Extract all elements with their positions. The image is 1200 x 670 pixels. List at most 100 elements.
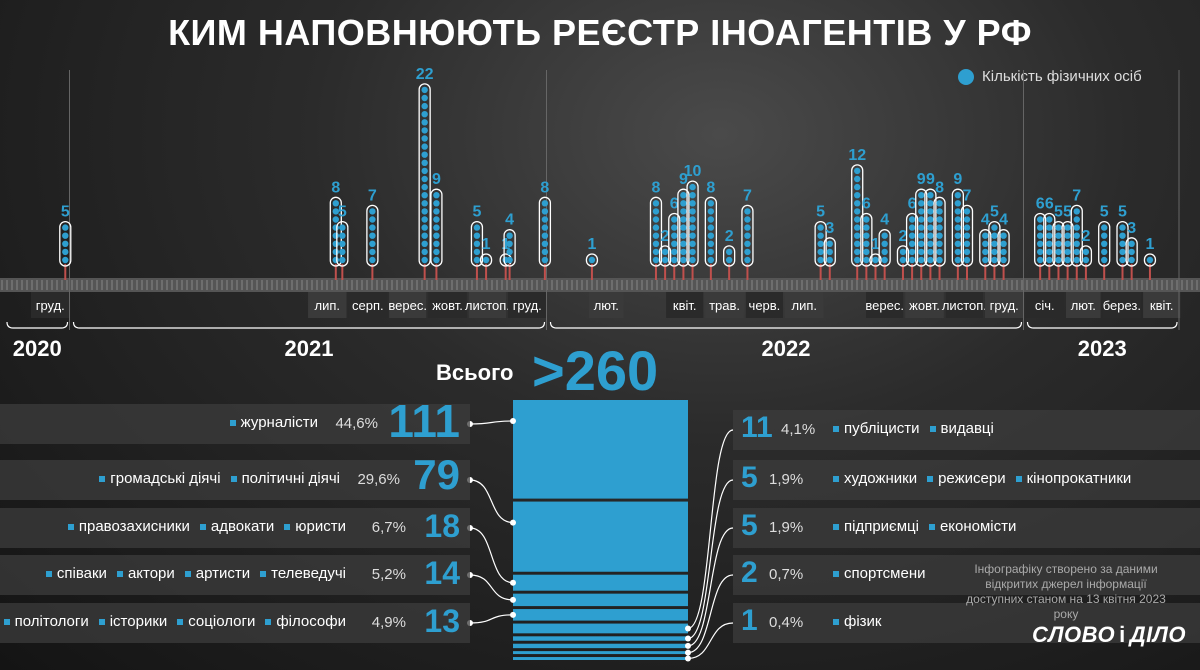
breakdown-row: 11 4,1% публіцисти видавці <box>733 410 1200 450</box>
data-dot <box>963 240 971 247</box>
data-dot <box>927 216 934 223</box>
data-label: 4 <box>505 212 514 229</box>
breakdown-row: 1 0,4% фізик <box>733 603 1200 643</box>
category-label: громадські діячі <box>99 470 220 487</box>
connector-line <box>687 527 734 647</box>
data-dot <box>62 232 69 239</box>
year-bracket <box>6 321 69 329</box>
data-dot <box>1073 256 1080 264</box>
data-dot <box>433 200 440 207</box>
data-dot <box>541 208 549 215</box>
data-label: 1 <box>871 236 880 253</box>
data-column <box>905 212 919 267</box>
connector-line <box>469 420 514 425</box>
data-label: 5 <box>338 204 347 221</box>
year-bracket <box>1026 321 1178 329</box>
data-dot <box>1146 256 1154 264</box>
data-dot <box>908 232 916 239</box>
data-dot <box>369 240 376 247</box>
data-dot <box>1073 208 1080 215</box>
group-categories: спортсмени <box>833 565 926 582</box>
data-dot <box>689 216 696 223</box>
data-dot <box>1036 248 1044 256</box>
data-label: 1 <box>587 236 596 253</box>
data-label: 2 <box>725 228 734 245</box>
data-dot <box>671 256 678 264</box>
data-dot <box>1046 232 1053 239</box>
data-column <box>1098 220 1111 267</box>
data-dot <box>936 232 943 239</box>
data-dot <box>473 256 481 264</box>
data-dot <box>927 232 934 239</box>
data-column <box>722 245 736 267</box>
data-dot <box>62 240 69 247</box>
group-percent: 29,6% <box>357 471 400 488</box>
data-dot <box>421 86 428 94</box>
data-label: 5 <box>816 204 825 221</box>
data-dot <box>689 240 696 247</box>
data-dot <box>433 216 440 223</box>
data-dot <box>1036 224 1044 231</box>
category-label: художники <box>833 470 917 487</box>
data-dot <box>918 240 925 247</box>
data-dot <box>369 256 376 264</box>
month-box <box>31 292 70 318</box>
month-box <box>866 292 904 318</box>
category-label: журналісти <box>230 414 318 431</box>
data-label: 6 <box>1045 196 1054 213</box>
data-dot <box>854 167 861 175</box>
data-label: 4 <box>981 212 990 229</box>
data-label: 7 <box>743 187 752 204</box>
data-dot <box>908 256 916 264</box>
data-dot <box>854 248 861 256</box>
connector-dot <box>510 519 516 526</box>
data-label: 4 <box>880 212 889 229</box>
data-dot <box>652 224 660 231</box>
month-label: трав. <box>709 298 740 313</box>
data-dot <box>826 248 833 256</box>
breakdown-row: 14 5,2% співаки актори артисти телеведучі <box>0 555 470 595</box>
source-note: Інфографіку створено за даними відкритих… <box>966 562 1166 621</box>
data-dot <box>421 111 428 118</box>
month-label: груд. <box>36 298 65 313</box>
data-dot <box>707 216 715 223</box>
data-dot <box>707 208 715 215</box>
data-label: 9 <box>679 171 688 188</box>
data-dot <box>506 256 513 264</box>
month-box <box>428 292 467 318</box>
data-dot <box>473 240 481 247</box>
data-dot <box>652 232 660 239</box>
data-dot <box>908 248 916 256</box>
data-column <box>814 220 827 267</box>
year-label: 2020 <box>13 336 62 361</box>
connector-dot <box>685 625 691 632</box>
data-dot <box>918 248 925 256</box>
data-dot <box>826 256 833 264</box>
month-label: лют. <box>594 298 619 313</box>
month-label: верес. <box>865 298 904 313</box>
data-dot <box>744 240 751 247</box>
data-dot <box>689 232 696 239</box>
data-dot <box>1073 224 1080 231</box>
group-count: 18 <box>424 508 460 544</box>
data-dot <box>854 192 861 199</box>
data-dot <box>339 224 346 231</box>
month-label: жовт. <box>909 298 940 313</box>
data-dot <box>991 232 998 239</box>
data-dot <box>1036 232 1044 239</box>
data-dot <box>652 216 660 223</box>
data-column <box>538 196 552 267</box>
data-dot <box>680 256 687 264</box>
bar-segment <box>513 657 688 660</box>
timeline-chart: груд. лип. серп. верес. жовт. листоп. груд. лют… <box>0 66 1200 361</box>
data-dot <box>421 248 428 256</box>
group-categories: художники режисери кінопрокатники <box>833 470 1131 487</box>
data-dot <box>671 232 678 239</box>
category-label: співаки <box>46 565 107 582</box>
month-box <box>1066 292 1101 318</box>
data-dot <box>421 240 428 247</box>
group-percent: 1,9% <box>769 471 804 488</box>
total-value: >260 <box>532 339 659 402</box>
data-dot <box>881 240 888 247</box>
data-dot <box>817 256 824 264</box>
